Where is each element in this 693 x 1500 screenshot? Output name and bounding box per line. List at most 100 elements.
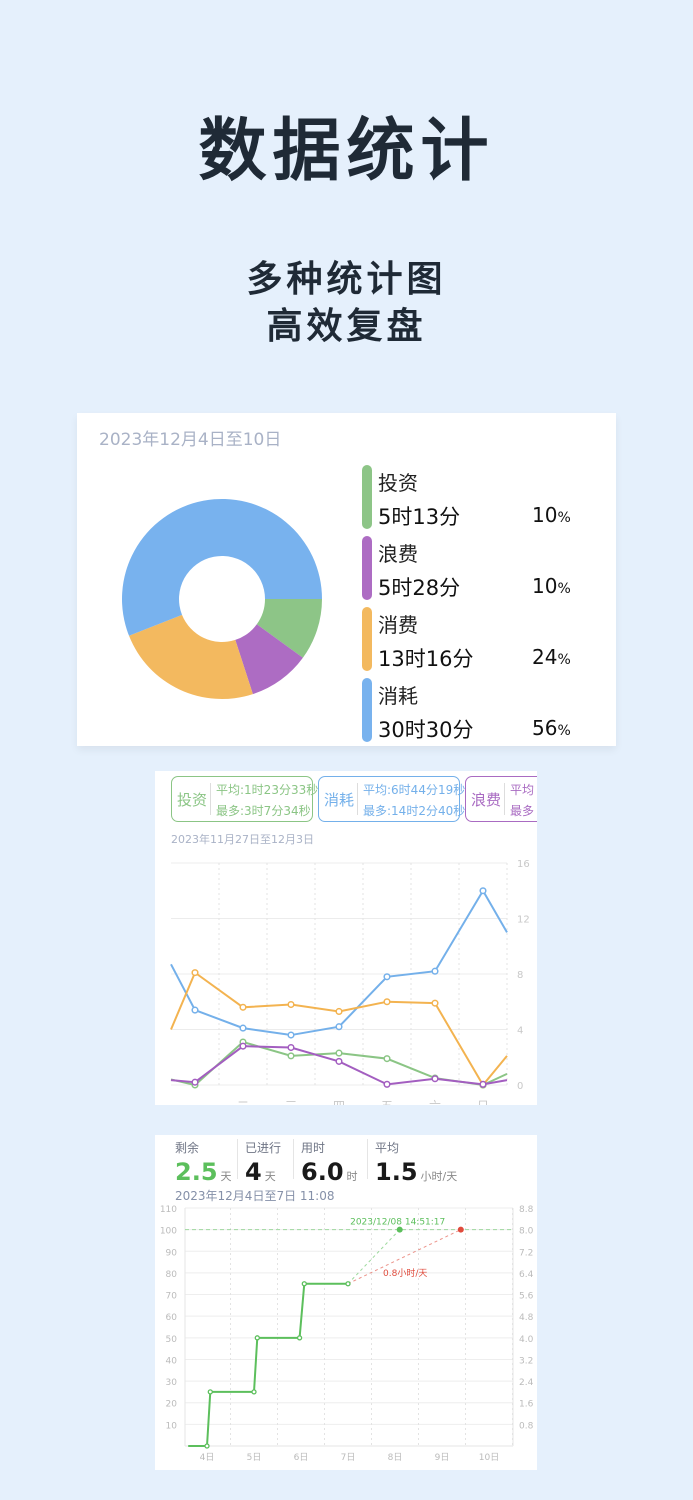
legend-name: 消耗	[378, 684, 418, 708]
stat-value: 6.0 时	[301, 1158, 358, 1186]
y2-tick-label: 2.4	[519, 1378, 534, 1388]
x-tick-label: 日	[477, 1099, 489, 1105]
stat-divider	[367, 1139, 368, 1179]
y2-tick-label: 8.8	[519, 1205, 534, 1215]
pie-slice-3	[121, 498, 322, 636]
y-tick-label: 8	[517, 970, 523, 981]
data-point	[479, 1080, 487, 1088]
data-point	[335, 1007, 343, 1016]
pie-chart-card: 2023年12月4日至10日 投资 5时13分 10% 浪费 5时28分 10% 消费 13时…	[77, 413, 616, 746]
divider	[504, 783, 505, 815]
legend-percent: 56%	[532, 716, 571, 740]
data-point	[296, 1335, 303, 1341]
summary-box[interactable]: 消耗 平均:6时44分19秒 最多:14时2分40秒	[318, 776, 465, 822]
data-point	[383, 1055, 391, 1063]
y2-tick-label: 0.8	[519, 1421, 534, 1431]
pie-slice-0	[256, 599, 322, 658]
data-point	[287, 1031, 295, 1039]
data-point	[345, 1281, 351, 1287]
x-tick-label: 五	[381, 1099, 393, 1105]
stat-unit: 时	[346, 1170, 358, 1183]
y-tick-label: 12	[517, 915, 530, 926]
stat-2: 用时 6.0 时	[301, 1139, 358, 1186]
data-point	[383, 973, 391, 981]
legend-time: 5时28分	[378, 576, 461, 600]
stat-0: 剩余 2.5 天	[175, 1139, 232, 1186]
x-tick-label: 一	[189, 1099, 201, 1105]
percent-sign: %	[557, 723, 571, 739]
x-tick-label: 7日	[341, 1452, 356, 1463]
x-tick-label: 9日	[435, 1452, 450, 1463]
projection-date-label: 2023/12/08 14:51:17	[350, 1218, 445, 1228]
y2-tick-label: 6.4	[519, 1270, 534, 1280]
y2-tick-label: 5.6	[519, 1292, 534, 1302]
step-chart: 10 0.8 20 1.6 30 2.4 40 3.2 50 4.0 60 4.8 70 5.6 80 6.4…	[160, 1205, 534, 1463]
data-point	[335, 1057, 343, 1065]
legend-color-bar	[362, 607, 372, 671]
divider	[210, 783, 211, 815]
legend-item: 投资 5时13分 10%	[362, 465, 582, 529]
stat-unit: 天	[220, 1170, 232, 1183]
divider	[357, 783, 358, 815]
data-point	[191, 1006, 199, 1014]
data-point	[204, 1443, 210, 1449]
stat-label: 剩余	[175, 1141, 200, 1155]
legend-percent: 10%	[532, 503, 571, 527]
x-tick-label: 6日	[294, 1452, 309, 1463]
legend-time: 30时30分	[378, 718, 474, 742]
x-tick-label: 二	[237, 1099, 249, 1105]
stat-divider	[293, 1139, 294, 1179]
donut-chart	[121, 498, 322, 699]
y-tick-label: 50	[166, 1335, 178, 1345]
stat-label: 用时	[301, 1141, 326, 1155]
y2-tick-label: 4.0	[519, 1335, 534, 1345]
date-range: 2023年12月4日至10日	[99, 430, 282, 450]
legend-color-bar	[362, 678, 372, 742]
data-point	[335, 1049, 343, 1057]
summary-max: 最多:3时7分34秒	[216, 804, 311, 818]
y-tick-label: 70	[166, 1292, 178, 1302]
legend-name: 浪费	[378, 542, 418, 566]
data-point	[287, 1000, 295, 1009]
stat-1: 已进行 4 天	[245, 1139, 281, 1186]
y2-tick-label: 7.2	[519, 1248, 533, 1258]
x-tick-label: 10日	[479, 1452, 499, 1463]
summary-box[interactable]: 浪费 平均 最多	[465, 776, 537, 822]
subtitle-line-1: 多种统计图	[246, 258, 447, 300]
y-tick-label: 110	[160, 1205, 177, 1215]
stat-divider	[237, 1139, 238, 1179]
subtitle-line-2: 高效复盘	[266, 305, 427, 347]
summary-box[interactable]: 投资 平均:1时23分33秒 最多:3时7分34秒	[171, 776, 318, 822]
x-tick-label: 四	[333, 1099, 345, 1105]
x-tick-label: 8日	[388, 1452, 403, 1463]
page-title: 数据统计	[198, 111, 495, 191]
y2-tick-label: 4.8	[519, 1313, 534, 1323]
pie-slice-1	[235, 624, 303, 695]
pie-slice-2	[129, 614, 253, 699]
data-point	[251, 1389, 257, 1395]
projection-point-red	[457, 1226, 464, 1233]
x-tick-label: 六	[429, 1099, 441, 1105]
data-point	[254, 1335, 260, 1341]
y-tick-label: 0	[517, 1081, 523, 1092]
stat-value: 2.5 天	[175, 1158, 232, 1186]
stat-label: 平均	[375, 1141, 400, 1155]
data-point	[207, 1389, 213, 1395]
data-point	[383, 1080, 391, 1088]
data-point	[431, 999, 439, 1007]
data-point	[191, 1078, 199, 1086]
summary-average: 平均	[510, 783, 535, 797]
x-tick-label: 4日	[200, 1452, 215, 1463]
data-point	[287, 1052, 295, 1060]
legend-time: 5时13分	[378, 505, 461, 529]
line-chart: 0 4 8 12 16 一 二 三 四 五 六 日	[170, 859, 530, 1105]
legend-item: 消耗 30时30分 56%	[362, 678, 582, 742]
y2-tick-label: 8.0	[519, 1227, 534, 1237]
data-point	[431, 967, 439, 975]
data-point	[335, 1023, 343, 1031]
legend-color-bar	[362, 536, 372, 600]
legend-color-bar	[362, 465, 372, 529]
data-point	[239, 1024, 247, 1032]
projection-point-green	[396, 1226, 403, 1233]
